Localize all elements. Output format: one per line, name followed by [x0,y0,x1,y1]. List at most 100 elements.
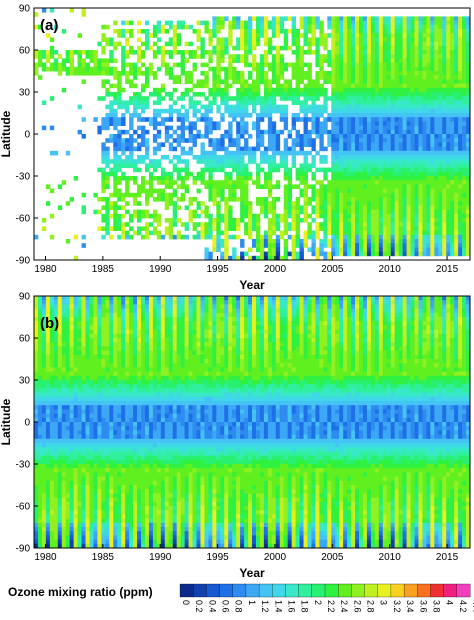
heatmap-cell [283,205,289,210]
heatmap-cell [267,255,273,260]
heatmap-cell [366,96,372,101]
heatmap-cell [57,321,63,326]
heatmap-cell [414,146,419,152]
heatmap-cell [208,125,213,131]
heatmap-cell [34,413,39,419]
heatmap-cell [362,33,368,38]
heatmap-cell [359,159,364,164]
heatmap-cell [244,180,249,185]
heatmap-cell [176,184,182,189]
heatmap-cell [267,104,273,110]
heatmap-cell [462,239,467,244]
heatmap-cell [386,213,392,219]
heatmap-cell [109,66,114,72]
heatmap-cell [208,117,213,122]
heatmap-cell [216,138,221,143]
heatmap-cell [69,363,75,368]
heatmap-cell [291,66,296,72]
heatmap-cell [267,117,273,122]
heatmap-cell [370,188,376,194]
heatmap-cell [430,117,435,122]
heatmap-cell [422,234,427,240]
heatmap-cell [164,230,170,236]
heatmap-cell [212,247,217,252]
heatmap-cell [105,41,110,47]
heatmap-cell [454,155,459,160]
heatmap-cell [374,24,380,30]
heatmap-cell [386,129,392,135]
heatmap-cell [418,125,423,131]
heatmap-cell [390,16,396,21]
heatmap-cell [458,251,463,257]
heatmap-cell [73,380,78,385]
heatmap-cell [41,472,47,477]
heatmap-cell [359,150,364,156]
heatmap-cell [69,71,75,76]
heatmap-cell [347,108,352,114]
heatmap-cell [275,104,281,110]
heatmap-cell [362,79,368,84]
heatmap-cell [430,16,435,21]
heatmap-cell [168,184,174,189]
heatmap-cell [141,50,146,55]
heatmap-cell [303,176,308,181]
heatmap-cell [394,213,400,219]
heatmap-cell [374,155,380,160]
heatmap-cell [180,197,186,202]
heatmap-cell [287,197,293,202]
heatmap-cell [466,180,470,185]
heatmap-cell [81,304,86,309]
heatmap-cell [422,134,427,139]
heatmap-cell [446,58,451,63]
heatmap-cell [347,96,352,101]
heatmap-cell [370,41,376,47]
heatmap-cell [343,54,348,59]
heatmap-cell [172,37,178,42]
heatmap-cell [382,33,388,38]
heatmap-cell [362,226,368,231]
heatmap-cell [299,146,304,152]
heatmap-cell [382,16,388,21]
heatmap-cell [275,234,281,240]
heatmap-cell [311,234,316,240]
heatmap-cell [370,201,376,206]
heatmap-cell [113,125,118,131]
heatmap-cell [49,451,55,456]
heatmap-cell [450,180,455,185]
heatmap-cell [208,150,213,156]
heatmap-cell [378,54,384,59]
heatmap-cell [418,167,423,173]
heatmap-cell [41,518,47,524]
heatmap-cell [176,125,182,131]
heatmap-cell [462,251,467,257]
heatmap-cell [438,180,443,185]
heatmap-cell [351,188,356,194]
heatmap-cell [73,514,78,519]
heatmap-cell [331,66,336,72]
heatmap-cell [61,29,67,34]
heatmap-cell [45,363,51,368]
heatmap-cell [406,87,411,93]
heatmap-cell [220,100,225,105]
heatmap-cell [77,363,82,368]
heatmap-cell [216,218,221,223]
heatmap-cell [77,375,82,381]
heatmap-cell [244,29,249,34]
heatmap-cell [156,45,162,51]
heatmap-cell [390,134,396,139]
heatmap-cell [148,176,154,181]
heatmap-cell [331,37,336,42]
heatmap-cell [295,50,300,55]
heatmap-cell [113,66,118,72]
heatmap-cell [430,129,435,135]
heatmap-cell [366,201,372,206]
heatmap-cell [438,167,443,173]
heatmap-cell [426,213,431,219]
heatmap-cell [434,41,439,47]
heatmap-cell [335,184,340,189]
heatmap-cell [228,150,233,156]
heatmap-cell [307,41,312,47]
heatmap-cell [458,16,463,21]
heatmap-cell [101,121,106,126]
heatmap-cell [299,117,304,122]
